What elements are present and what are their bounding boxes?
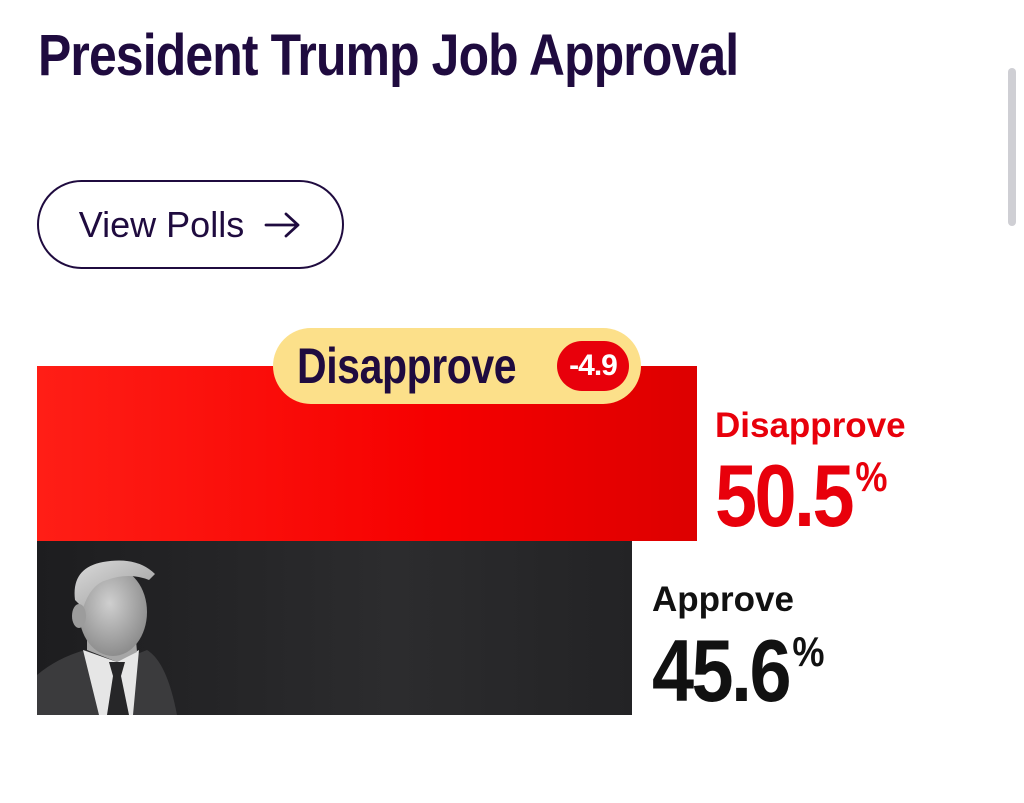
spread-badge: -4.9 — [557, 341, 629, 391]
approve-value: 45.6% — [652, 627, 825, 715]
approve-percent-sign: % — [792, 628, 825, 675]
page-title: President Trump Job Approval — [38, 23, 739, 88]
disapprove-value: 50.5% — [715, 452, 888, 540]
scrollbar[interactable] — [1008, 68, 1016, 226]
view-polls-label: View Polls — [78, 203, 245, 245]
approve-label: Approve — [652, 580, 794, 619]
leader-pill: Disapprove -4.9 — [273, 328, 641, 404]
disapprove-percent-sign: % — [855, 453, 888, 500]
approve-number: 45.6 — [652, 621, 792, 720]
arrow-right-icon — [264, 211, 302, 239]
president-portrait-image — [37, 560, 177, 715]
leader-label: Disapprove — [297, 338, 517, 394]
disapprove-label: Disapprove — [715, 406, 906, 445]
disapprove-number: 50.5 — [715, 446, 855, 545]
view-polls-button[interactable]: View Polls — [37, 180, 344, 269]
approve-bar — [37, 541, 632, 715]
